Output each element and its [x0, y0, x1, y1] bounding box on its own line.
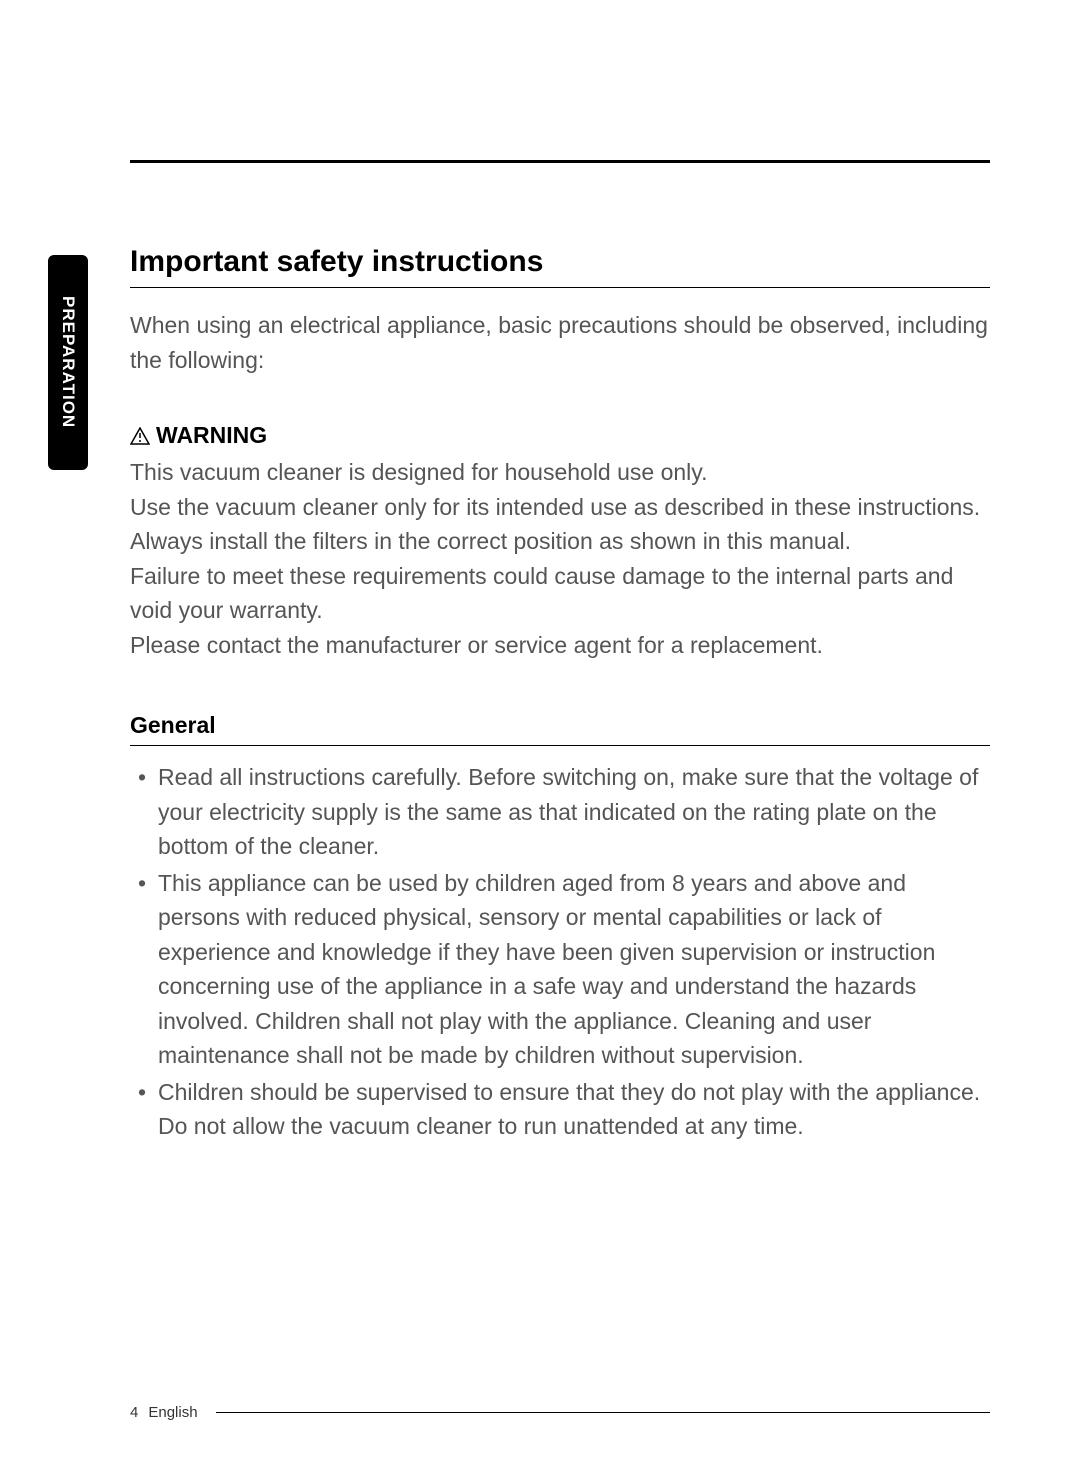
- footer-horizontal-rule: [216, 1412, 990, 1413]
- warning-heading-line: WARNING: [130, 422, 990, 449]
- side-tab-label: PREPARATION: [58, 296, 78, 428]
- warning-paragraph: Use the vacuum cleaner only for its inte…: [130, 490, 990, 525]
- warning-paragraph: Always install the filters in the correc…: [130, 524, 990, 559]
- list-item: Read all instructions carefully. Before …: [130, 760, 990, 864]
- warning-paragraph: Failure to meet these requirements could…: [130, 559, 990, 628]
- top-horizontal-rule: [130, 160, 990, 163]
- page-container: PREPARATION Important safety instruction…: [0, 0, 1080, 1479]
- warning-block: WARNING This vacuum cleaner is designed …: [130, 422, 990, 662]
- main-content: Important safety instructions When using…: [130, 245, 990, 1144]
- warning-label: WARNING: [156, 422, 267, 449]
- general-subsection-title: General: [130, 712, 990, 746]
- general-bullet-list: Read all instructions carefully. Before …: [130, 760, 990, 1144]
- page-footer: 4 English: [130, 1404, 990, 1421]
- footer-language: English: [148, 1404, 197, 1421]
- warning-triangle-icon: [130, 427, 150, 445]
- page-number: 4: [130, 1404, 138, 1421]
- section-title: Important safety instructions: [130, 245, 990, 288]
- list-item: This appliance can be used by children a…: [130, 866, 990, 1073]
- warning-paragraph: Please contact the manufacturer or servi…: [130, 628, 990, 663]
- section-side-tab: PREPARATION: [48, 255, 88, 470]
- warning-paragraph: This vacuum cleaner is designed for hous…: [130, 455, 990, 490]
- list-item: Children should be supervised to ensure …: [130, 1075, 990, 1144]
- intro-paragraph: When using an electrical appliance, basi…: [130, 308, 990, 377]
